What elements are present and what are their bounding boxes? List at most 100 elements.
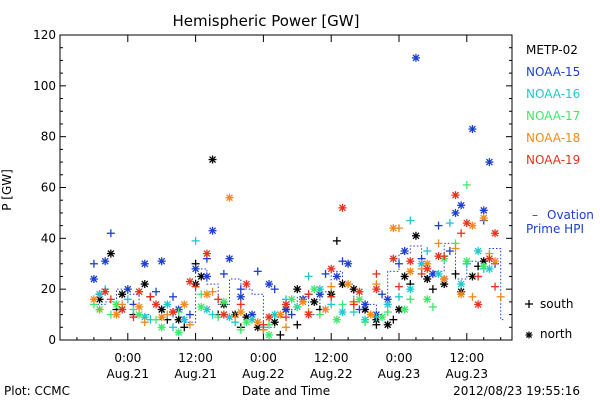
marker-legend-label: north (540, 327, 572, 341)
north-point (174, 315, 183, 324)
north-point (225, 254, 234, 263)
north-point (310, 297, 319, 306)
south-point (191, 236, 200, 245)
north-point (366, 310, 375, 319)
south-point (361, 318, 370, 327)
north-point (118, 305, 127, 314)
south-point (451, 269, 460, 278)
south-point (327, 282, 336, 291)
legend: METP-02 NOAA-15 NOAA-16 NOAA-17 NOAA-18 NOAA-… (526, 43, 580, 167)
north-point (440, 275, 449, 283)
north-point (304, 310, 313, 319)
north-point (242, 318, 251, 327)
north-point (89, 295, 98, 304)
north-point (479, 214, 488, 222)
north-point (298, 297, 307, 306)
north-point (400, 272, 409, 281)
south-point (293, 320, 302, 329)
north-point (174, 328, 183, 337)
south-point (236, 285, 245, 294)
x-tick-date: Aug.22 (242, 367, 285, 381)
north-point (140, 259, 149, 268)
south-point (304, 290, 313, 299)
south-point (140, 318, 149, 327)
south-point (451, 244, 460, 253)
south-point (123, 295, 132, 304)
south-point (474, 272, 483, 281)
south-point (355, 305, 364, 314)
south-point (395, 259, 403, 268)
south-point (169, 292, 177, 301)
north-point (457, 201, 466, 210)
y-tick-label: 60 (41, 181, 56, 195)
south-point (191, 282, 200, 291)
north-point (485, 254, 494, 263)
south-point (423, 247, 432, 256)
south-point (389, 315, 398, 324)
north-point (327, 264, 336, 273)
south-point (457, 229, 466, 238)
south-point (383, 308, 392, 317)
north-point (383, 300, 392, 309)
north-point (219, 310, 228, 319)
north-point (202, 290, 211, 299)
north-point (169, 308, 177, 317)
north-point (457, 280, 466, 289)
x-axis-label: Date and Time (242, 384, 330, 398)
north-point (440, 280, 449, 289)
south-point (434, 221, 443, 230)
north-point (180, 300, 189, 309)
south-point (106, 295, 115, 304)
north-point (417, 259, 426, 268)
south-point (106, 229, 115, 238)
south-point (417, 269, 426, 278)
north-point (208, 155, 217, 164)
north-point (293, 285, 302, 294)
north-point (344, 280, 353, 289)
ovation-legend-line1: Ovation (547, 208, 594, 222)
north-point (157, 257, 166, 266)
north-point (355, 287, 364, 296)
north-point (321, 305, 330, 314)
north-point (378, 313, 387, 322)
north-point (157, 305, 166, 314)
south-point (327, 300, 336, 309)
north-point (242, 280, 251, 289)
south-point (468, 292, 477, 301)
north-point (389, 254, 398, 263)
south-point (372, 269, 381, 278)
south-point (349, 308, 358, 317)
north-point (462, 257, 471, 266)
north-point (479, 206, 488, 215)
north-point (451, 191, 460, 200)
ovation-legend-line2: Prime HPI (526, 222, 584, 236)
north-point (434, 252, 443, 261)
x-tick-time: 12:00 (314, 351, 349, 365)
south-point (293, 302, 302, 311)
north-point (157, 313, 166, 322)
south-point (89, 259, 98, 268)
north-point (406, 285, 415, 294)
north-point (118, 290, 127, 299)
north-point (287, 295, 296, 304)
north-point (338, 308, 347, 317)
x-tick-time: 0:00 (386, 351, 413, 365)
x-tick-time: 12:00 (178, 351, 213, 365)
south-point (378, 290, 387, 299)
south-point (428, 285, 437, 294)
y-axis-label: P [GW] (0, 169, 14, 211)
chart-title: Hemispheric Power [GW] (173, 12, 360, 30)
south-point (236, 325, 245, 334)
south-point (304, 272, 313, 281)
x-tick-date: Aug.21 (107, 367, 150, 381)
north-point (491, 229, 500, 238)
x-tick-time: 12:00 (450, 351, 485, 365)
north-point (338, 203, 347, 212)
north-point (400, 247, 409, 256)
north-point (180, 315, 189, 324)
north-point (191, 264, 200, 273)
y-tick-label: 80 (41, 130, 56, 144)
north-point (101, 257, 110, 266)
north-point (332, 272, 341, 281)
